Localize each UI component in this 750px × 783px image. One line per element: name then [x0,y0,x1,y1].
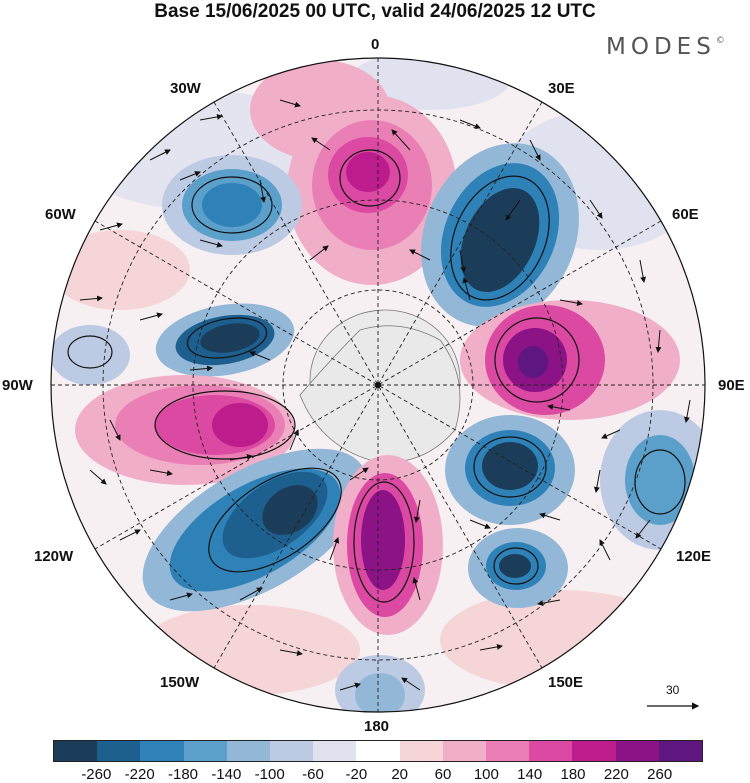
brand-logo: MODES© [606,34,725,60]
colorbar-swatch [486,741,530,761]
colorbar-swatch [658,741,703,761]
colorbar-tick-label: 20 [391,766,408,783]
colorbar-tick-label: -260 [81,766,112,783]
colorbar-tick-label: 220 [603,766,629,783]
colorbar-swatch [442,741,487,761]
lon-label-30e: 30E [548,80,575,97]
colorbar-tick-label: -20 [345,766,368,783]
lon-label-150w: 150W [160,674,200,691]
colorbar-swatch [270,741,314,761]
colorbar-tick-label: 60 [434,766,452,783]
anomaly-field [51,58,705,712]
colorbar-tick-label: -60 [302,766,324,783]
colorbar-swatch [97,741,141,761]
map-boundary [50,57,706,713]
brand-text: MODES [606,34,716,60]
lon-label-0: 0 [371,36,380,53]
colorbar-tick-label: -140 [211,766,242,783]
colorbar-tick-label: -220 [124,766,155,783]
wind-vectors [79,99,691,698]
lon-label-120w: 120W [34,548,74,565]
copyright-mark: © [715,36,725,46]
lon-label-120e: 120E [676,548,712,565]
lon-label-90e: 90E [718,377,745,394]
lon-label-180: 180 [364,718,390,735]
map-title: Base 15/06/2025 00 UTC, valid 24/06/2025… [154,1,596,22]
lon-label-90w: 90W [2,377,33,394]
colorbar-tick-label: 180 [560,766,586,783]
lon-label-60e: 60E [672,206,699,223]
lon-label-30w: 30W [170,80,201,97]
colorbar-swatch [356,741,400,761]
colorbar-tick-label: 260 [647,766,673,783]
lon-label-150e: 150E [548,674,584,691]
colorbar-tick-label: 100 [473,766,499,783]
colorbar-swatch [615,741,659,761]
colorbar-swatch [313,741,357,761]
colorbar-swatch [399,741,443,761]
colorbar-tick-label: -180 [167,766,199,783]
colorbar-swatch [54,741,98,761]
colorbar-swatch [140,741,184,761]
colorbar-tick-label: -100 [254,766,285,783]
colorbar-swatch [183,741,227,761]
colorbar-swatch [572,741,616,761]
colorbar [53,740,703,762]
reference-vector-label: 30 [666,683,680,697]
colorbar-swatch [226,741,271,761]
colorbar-swatch [529,741,573,761]
colorbar-tick-label: 140 [517,766,543,783]
lon-label-60w: 60W [45,206,76,223]
